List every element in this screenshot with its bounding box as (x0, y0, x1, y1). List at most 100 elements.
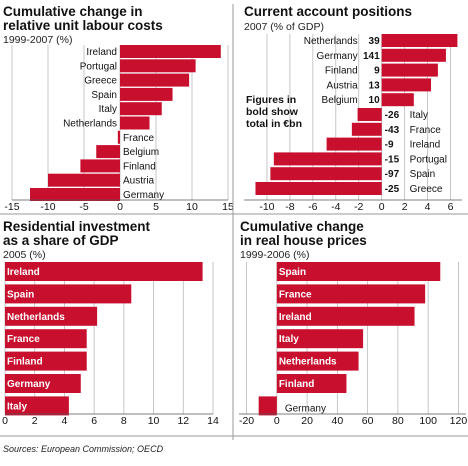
bar-category-label: Spain (7, 289, 34, 300)
bar (381, 78, 432, 92)
x-tick-label: 20 (301, 415, 313, 427)
bar (120, 45, 221, 58)
bar (80, 159, 120, 173)
bar (120, 73, 190, 87)
bar-category-label: Finland (123, 161, 156, 172)
bar (30, 188, 120, 201)
chart-title-line: relative unit labour costs (3, 18, 163, 33)
bar-value-label: -25 (385, 184, 400, 195)
bar-category-label: Italy (7, 401, 27, 412)
bar-value-label: 13 (369, 80, 381, 91)
x-tick-label: 100 (419, 415, 437, 427)
bar (120, 102, 162, 116)
x-tick-label: 0 (379, 201, 385, 213)
chart-annotation: Figures in bold show total in €bn (246, 94, 302, 130)
bar-category-label: Italy (99, 104, 117, 115)
x-tick-label: 5 (153, 201, 159, 213)
x-tick-label: -8 (285, 201, 294, 213)
bar-category-label: Germany (7, 379, 51, 390)
x-tick-label: 8 (121, 415, 127, 427)
bar (5, 351, 87, 371)
bar-category-label: Belgium (123, 147, 159, 158)
bar-category-label: Italy (279, 334, 299, 345)
bar (276, 262, 441, 281)
bar-category-label: Netherlands (63, 119, 117, 130)
x-tick-label: -2 (354, 201, 363, 213)
chart-subtitle: 1999-2006 (%) (240, 249, 309, 261)
bar (120, 116, 150, 130)
x-tick-label: 60 (362, 415, 374, 427)
bar-category-label: Austria (327, 80, 359, 91)
chart-subtitle: 2005 (%) (3, 249, 46, 261)
bar (276, 329, 364, 349)
bar-value-label: -97 (385, 169, 400, 180)
bar (276, 284, 426, 304)
bar (273, 152, 382, 166)
x-tick-label: 6 (91, 415, 97, 427)
x-tick-label: 0 (117, 201, 123, 213)
bar-category-label: Netherlands (304, 36, 358, 47)
bar-value-label: -26 (385, 110, 400, 121)
bar-category-label: Belgium (322, 95, 358, 106)
x-tick-label: -20 (239, 415, 254, 427)
x-tick-label: 12 (177, 415, 189, 427)
bar-category-label: France (410, 125, 442, 136)
bar-category-label: Spain (279, 267, 306, 278)
chart-subtitle: 2007 (% of GDP) (244, 21, 324, 33)
bar (5, 284, 132, 304)
x-tick-label: 15 (222, 201, 234, 213)
bar-category-label: France (7, 334, 40, 345)
chart-panel-2: Current account positions 2007 (% of GDP)… (244, 4, 462, 213)
bar-category-label: Finland (325, 66, 358, 77)
bar (5, 262, 203, 281)
x-tick-label: 4 (62, 415, 68, 427)
bar (276, 374, 347, 393)
bar-value-label: 10 (369, 95, 381, 106)
bar (381, 63, 438, 77)
x-tick-label: -4 (331, 201, 340, 213)
bar (120, 87, 173, 101)
bar-category-label: Finland (7, 357, 43, 368)
bar-category-label: Netherlands (279, 357, 337, 368)
bar-category-label: Netherlands (7, 312, 65, 323)
bar-category-label: Greece (84, 76, 117, 87)
bar-value-label: 141 (363, 51, 380, 62)
bar-category-label: Ireland (86, 47, 117, 58)
chart-title-line: Current account positions (244, 4, 412, 19)
bar (381, 93, 414, 107)
bar (381, 34, 458, 47)
x-tick-label: -15 (4, 201, 19, 213)
bar-category-label: Spain (91, 90, 117, 101)
chart-title-line: Cumulative change in (3, 4, 143, 19)
bar (5, 396, 69, 416)
bar-category-label: Finland (279, 379, 315, 390)
bar (351, 122, 382, 136)
x-tick-label: 2 (402, 201, 408, 213)
chart-title-line: Residential investment (3, 219, 151, 234)
bar (5, 374, 81, 393)
chart-title-line: as a share of GDP (3, 233, 119, 248)
x-tick-label: 40 (332, 415, 344, 427)
bar-category-label: Spain (410, 169, 436, 180)
bar-value-label: 9 (374, 66, 380, 77)
bar-category-label: Germany (317, 51, 358, 62)
bar (5, 329, 87, 349)
bar (326, 137, 382, 151)
bar (381, 48, 446, 62)
x-tick-label: -10 (259, 201, 274, 213)
bar-value-label: -43 (385, 125, 400, 136)
x-tick-label: 10 (148, 415, 160, 427)
bar (276, 306, 415, 326)
chart-title-line: Cumulative change (240, 219, 364, 234)
bar (255, 182, 382, 195)
x-tick-label: 10 (186, 201, 198, 213)
bar-category-label: Portugal (410, 154, 447, 165)
bar-category-label: Germany (123, 190, 164, 201)
bar (96, 145, 120, 159)
bar (117, 130, 120, 144)
bar-value-label: -15 (385, 154, 400, 165)
bar (5, 306, 98, 326)
